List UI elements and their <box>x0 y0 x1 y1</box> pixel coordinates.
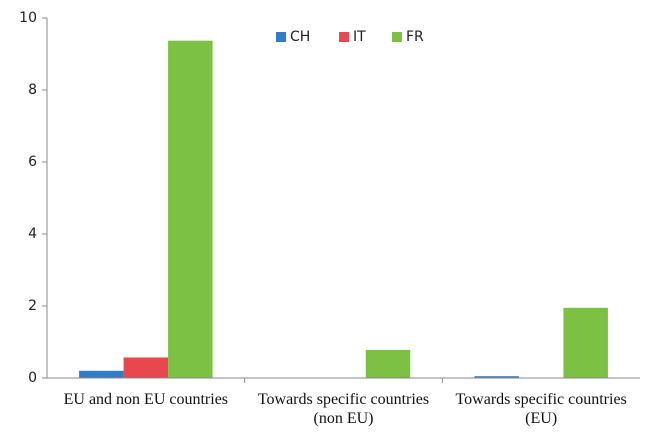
legend-label: IT <box>353 29 366 45</box>
y-tick-label: 6 <box>28 154 37 170</box>
y-tick-label: 8 <box>28 82 37 98</box>
legend-label: CH <box>290 29 310 45</box>
bar <box>563 307 608 378</box>
bar <box>365 349 411 378</box>
y-tick-label: 2 <box>28 298 37 314</box>
bar <box>123 357 169 378</box>
y-tick-label: 10 <box>19 10 37 26</box>
legend-swatch <box>392 32 402 42</box>
legend-swatch <box>276 32 286 42</box>
bar <box>168 40 213 379</box>
bar <box>474 376 519 378</box>
legend-swatch <box>339 32 349 42</box>
y-tick-label: 0 <box>28 370 37 386</box>
bar <box>79 370 124 378</box>
legend-label: FR <box>406 29 424 45</box>
x-tick-label: Towards specific countries (non EU) <box>257 391 430 427</box>
y-tick-label: 4 <box>28 226 37 242</box>
x-tick-label: EU and non EU countries <box>63 391 229 408</box>
x-tick-label: Towards specific countries (EU) <box>455 391 627 427</box>
